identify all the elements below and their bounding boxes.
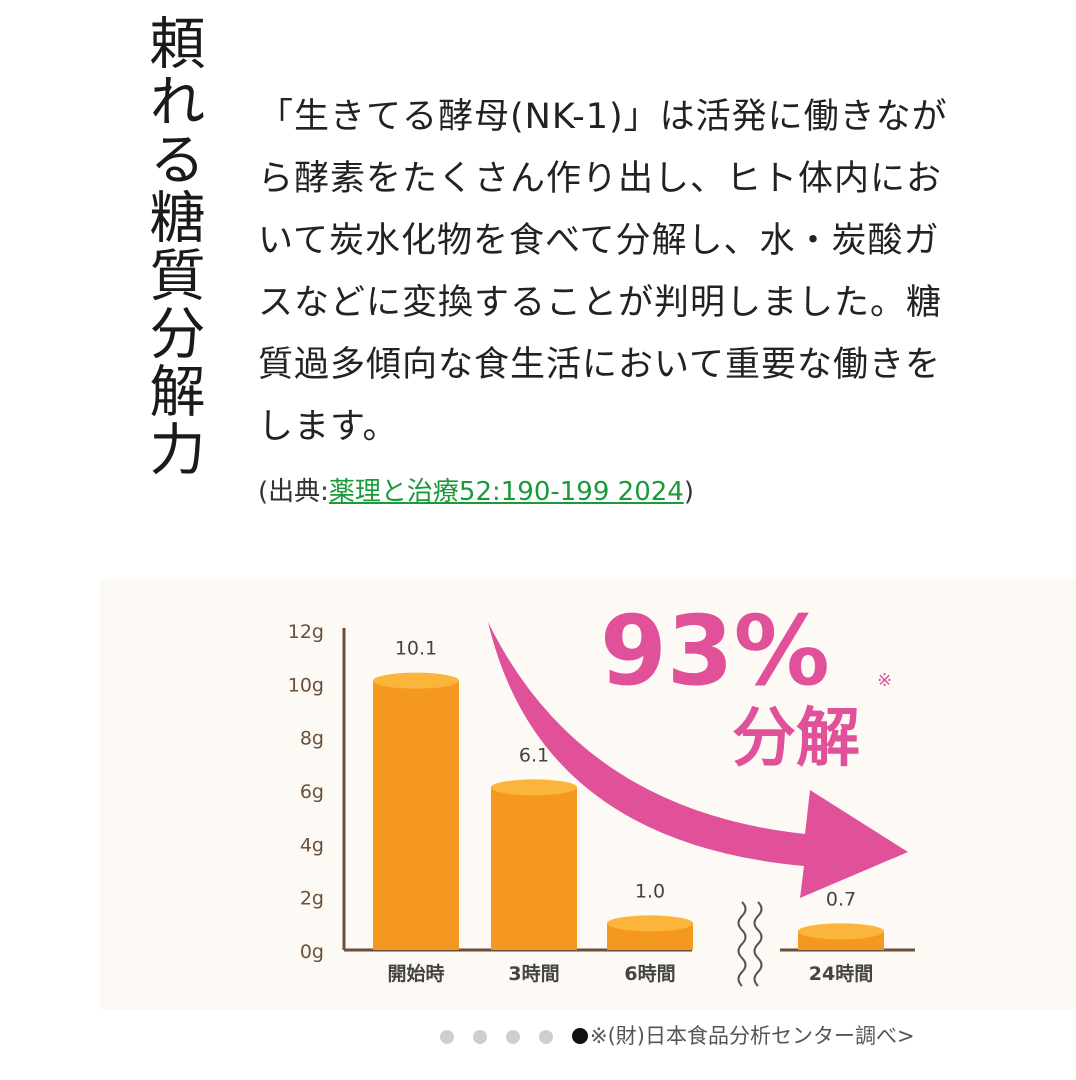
bar bbox=[491, 787, 577, 950]
bar-value-label: 10.1 bbox=[395, 638, 437, 660]
bar-value-label: 0.7 bbox=[826, 888, 856, 910]
category-label: 24時間 bbox=[809, 963, 873, 985]
callout-percent: 93% bbox=[600, 595, 830, 707]
bar-value-label: 6.1 bbox=[519, 744, 549, 766]
chart-svg: 0g 2g 4g 6g 8g 10g 12g 93% ※ 分解 10.1 開始時 6.1 3時間 1.0 6時… bbox=[288, 595, 915, 987]
callout-note-mark: ※ bbox=[877, 670, 892, 691]
category-label: 6時間 bbox=[624, 963, 675, 985]
carousel-dot[interactable] bbox=[572, 1028, 588, 1044]
y-tick-label: 12g bbox=[288, 621, 324, 643]
y-tick-label: 0g bbox=[300, 941, 324, 963]
y-tick-label: 10g bbox=[288, 674, 324, 696]
carousel-dot[interactable] bbox=[440, 1030, 454, 1044]
bar-top bbox=[491, 779, 577, 796]
category-label: 開始時 bbox=[387, 962, 444, 985]
carousel-dot[interactable] bbox=[539, 1030, 553, 1044]
bar-top bbox=[607, 915, 693, 932]
bar-top bbox=[373, 672, 459, 689]
citation: (出典:薬理と治療52:190-199 2024) bbox=[258, 474, 958, 510]
citation-suffix: ) bbox=[683, 477, 694, 507]
carousel-dot[interactable] bbox=[506, 1030, 520, 1044]
vertical-title: 頼れる糖質分解力 bbox=[140, 14, 205, 478]
callout-label: 分解 bbox=[732, 702, 860, 776]
decomposition-arrow bbox=[488, 622, 908, 898]
carousel-dots bbox=[440, 1028, 607, 1048]
citation-prefix: (出典: bbox=[258, 477, 329, 507]
citation-link[interactable]: 薬理と治療52:190-199 2024 bbox=[328, 477, 684, 507]
axis-break-squiggle bbox=[753, 901, 763, 987]
carousel-dot[interactable] bbox=[473, 1030, 487, 1044]
description-paragraph: 「生きてる酵母(NK-1)」は活発に働きながら酵素をたくさん作り出し、ヒト体内に… bbox=[258, 97, 948, 447]
y-tick-label: 4g bbox=[300, 834, 324, 856]
y-tick-label: 2g bbox=[300, 888, 324, 910]
category-label: 3時間 bbox=[508, 963, 559, 985]
y-tick-label: 8g bbox=[300, 728, 324, 750]
bar-value-label: 1.0 bbox=[635, 880, 665, 902]
axis-break-squiggle bbox=[737, 901, 747, 987]
y-tick-label: 6g bbox=[300, 781, 324, 803]
sugar-decomposition-chart: 0g 2g 4g 6g 8g 10g 12g 93% ※ 分解 10.1 開始時 6.1 3時間 1.0 6時… bbox=[100, 580, 1076, 1010]
source-note: ※(財)日本食品分析センター調べ> bbox=[590, 1024, 915, 1048]
bar bbox=[373, 680, 459, 950]
carousel-footer: ※(財)日本食品分析センター調べ> bbox=[440, 1016, 1070, 1056]
bar-top bbox=[798, 923, 884, 940]
